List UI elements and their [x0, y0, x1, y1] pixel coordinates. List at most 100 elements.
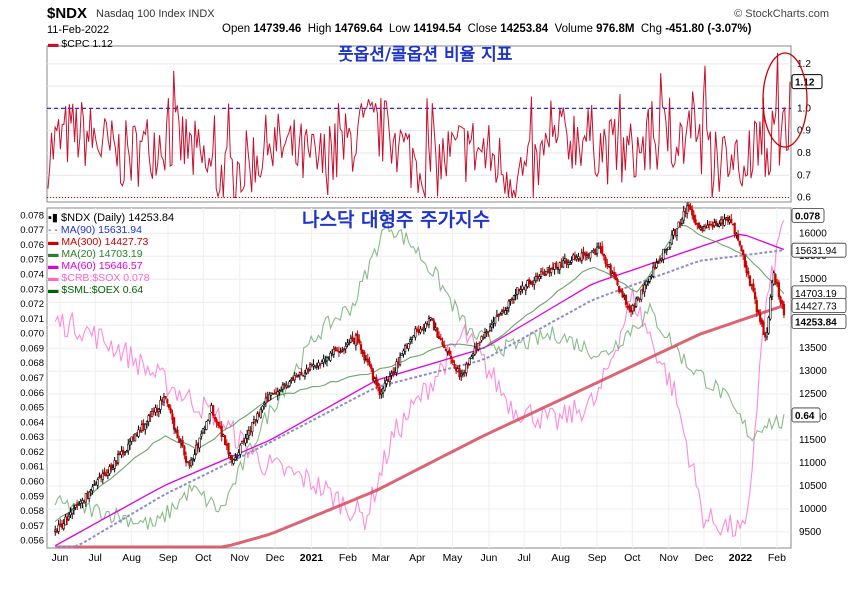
- close-label: Close: [467, 23, 497, 35]
- ndx-candle-body: [223, 435, 227, 446]
- ndx-candle-body: [135, 434, 138, 436]
- ndx-candle-body: [144, 423, 147, 430]
- ndx-candle-body: [448, 349, 451, 355]
- ndx-candle-body: [235, 455, 239, 458]
- ndx-candle-body: [77, 503, 81, 506]
- ndx-candle-body: [589, 252, 592, 259]
- ndx-candle-body: [427, 318, 431, 325]
- ndx-candle-body: [203, 427, 206, 430]
- ndx-candle-body: [310, 364, 313, 366]
- ndx-candle-body: [764, 332, 767, 338]
- ma300-line: [55, 304, 785, 549]
- x-tick-label: Jun: [480, 552, 497, 564]
- ndx-candle-body: [327, 358, 330, 361]
- ndx-candle-body: [612, 271, 616, 276]
- right-y-tick-label: 11500: [799, 435, 827, 446]
- top-panel-korean-title: 풋옵션/콜옵션 비율 지표: [338, 45, 513, 65]
- left-y-tick-label: 0.069: [20, 343, 44, 354]
- ndx-candle-body: [604, 257, 607, 264]
- ndx-candle-body: [174, 429, 177, 432]
- ndx-candle-body: [468, 358, 471, 365]
- ndx-candle-body: [55, 529, 59, 533]
- ndx-candle-body: [592, 250, 595, 253]
- ndx-candle-body: [376, 383, 380, 387]
- legend-ma20: ▬ MA(20) 14703.19: [48, 248, 143, 260]
- ndx-candle-body: [349, 338, 352, 343]
- ndx-candle-body: [556, 268, 560, 270]
- ndx-candle-body: [697, 222, 701, 229]
- chg-value: -451.80 (-3.07%): [665, 23, 752, 35]
- ndx-candle-body: [393, 371, 397, 373]
- ndx-candle-body: [460, 373, 463, 377]
- ndx-candle-body: [601, 246, 604, 254]
- ndx-candle-body: [470, 356, 473, 359]
- ndx-candle-body: [606, 264, 609, 267]
- ndx-candle-body: [400, 353, 403, 356]
- ndx-candle-body: [325, 357, 329, 362]
- ndx-candle-body: [286, 385, 290, 388]
- ndx-candle-body: [251, 422, 254, 433]
- ma300-badge-box: [791, 298, 847, 313]
- ndx-candle-body: [186, 461, 189, 463]
- ndx-candle-body: [297, 375, 300, 378]
- open-label: Open: [222, 23, 251, 35]
- x-tick-label: Dec: [266, 552, 285, 564]
- ndx-candle-body: [687, 204, 690, 208]
- close-value: 14253.84: [500, 23, 549, 35]
- ndx-candle-body: [590, 250, 594, 253]
- ndx-candle-body: [747, 270, 750, 275]
- ndx-candle-body: [529, 281, 532, 283]
- ndx-candle-body: [220, 426, 223, 437]
- ndx-candle-body: [239, 444, 242, 455]
- ndx-candle-body: [127, 443, 130, 452]
- top-panel-frame: [46, 45, 792, 203]
- ndx-candle-body: [125, 450, 128, 453]
- left-y-tick-label: 0.068: [20, 358, 44, 369]
- ndx-candle-body: [240, 440, 244, 444]
- ndx-candle-body: [263, 402, 266, 405]
- ndx-candle-body: [646, 281, 650, 284]
- ndx-candle-body: [587, 253, 590, 257]
- ndx-candle-body: [548, 267, 551, 274]
- ndx-candle-body: [572, 254, 575, 261]
- top-y-tick-label: 0.7: [797, 170, 811, 181]
- ndx-candle-body: [560, 263, 563, 267]
- ndx-candle-body: [736, 234, 740, 241]
- ndx-candle-body: [178, 438, 181, 443]
- ndx-candle-body: [436, 327, 439, 338]
- x-tick-label: Sep: [159, 552, 178, 564]
- ndx-candle-body: [190, 459, 193, 467]
- ndx-candle-body: [417, 330, 420, 334]
- ndx-candle-body: [387, 378, 390, 382]
- ndx-candle-body: [218, 425, 222, 428]
- right-y-tick-label: 13500: [799, 343, 827, 354]
- ndx-candle-body: [166, 399, 169, 404]
- ndx-candle-body: [477, 343, 480, 350]
- ndx-candle-body: [246, 434, 249, 439]
- ndx-candle-body: [261, 405, 264, 411]
- ndx-candle-body: [575, 257, 578, 260]
- ndx-candle-body: [319, 364, 322, 366]
- ndx-candle-body: [110, 464, 113, 470]
- ndx-candle-body: [490, 324, 493, 328]
- right-y-tick-label: 10000: [799, 504, 827, 515]
- ndx-candle-body: [577, 256, 580, 259]
- ndx-candle-body: [643, 284, 646, 293]
- x-tick-label: Jul: [517, 552, 530, 564]
- ndx-candle-body: [645, 281, 648, 286]
- ndx-candle-body: [686, 205, 689, 214]
- ndx-candle-body: [545, 271, 548, 275]
- ndx-candle-body: [495, 314, 498, 318]
- ma20-badge-text: 14703.19: [795, 289, 837, 300]
- ndx-candle-body: [743, 255, 746, 268]
- ndx-candle-body: [370, 364, 373, 369]
- ndx-candle-body: [782, 303, 786, 316]
- ndx-candle-body: [471, 353, 475, 357]
- ndx-candle-body: [757, 309, 760, 314]
- ndx-candle-body: [122, 449, 125, 454]
- ndx-candle-body: [776, 281, 779, 285]
- high-value: 14769.64: [334, 23, 383, 35]
- ndx-candle-body: [439, 338, 442, 341]
